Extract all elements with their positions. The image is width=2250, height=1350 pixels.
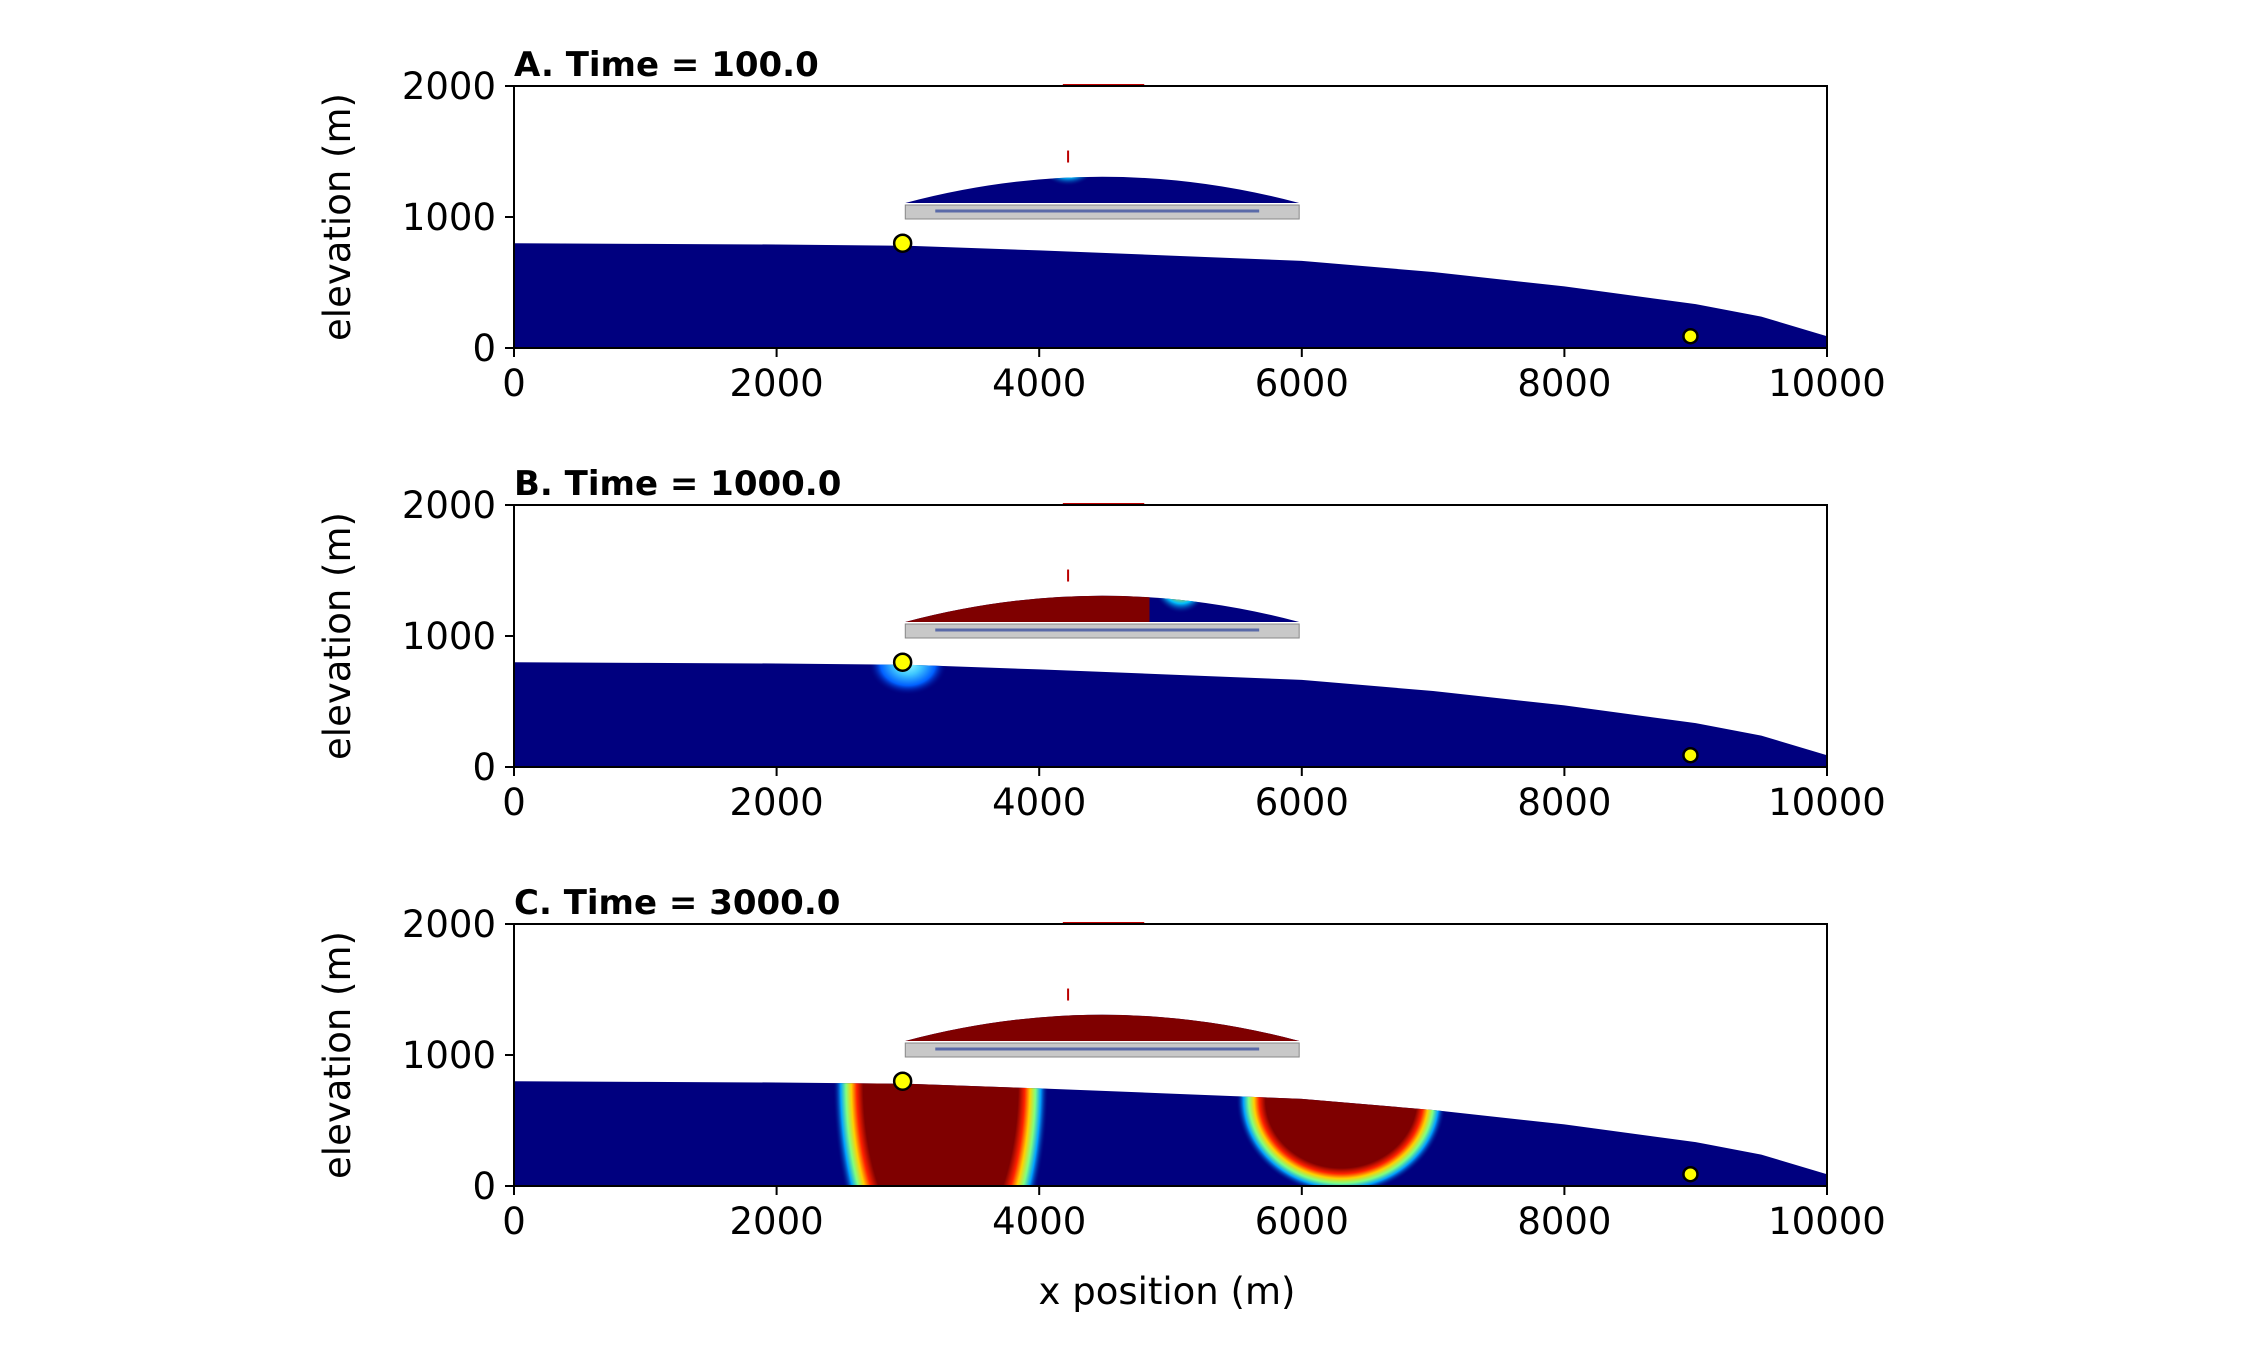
plume-0 bbox=[833, 1081, 1049, 1186]
plume-1 bbox=[1236, 1081, 1447, 1186]
x-tick-label: 8000 bbox=[1517, 781, 1611, 824]
well-marker bbox=[892, 233, 913, 253]
plume-group bbox=[833, 1081, 1447, 1186]
inset bbox=[904, 988, 1300, 1058]
x-tick-label: 0 bbox=[502, 362, 526, 405]
well-marker bbox=[892, 1071, 913, 1091]
x-tick-label: 0 bbox=[502, 781, 526, 824]
x-tick-label: 8000 bbox=[1517, 1200, 1611, 1243]
x-tick-label: 2000 bbox=[730, 362, 824, 405]
panel-title: C. Time = 3000.0 bbox=[514, 883, 840, 923]
well-marker bbox=[892, 652, 913, 672]
y-axis-label: elevation (m) bbox=[316, 931, 359, 1179]
panel-title: A. Time = 100.0 bbox=[514, 45, 819, 85]
y-tick-label: 0 bbox=[472, 1165, 496, 1208]
y-axis-label: elevation (m) bbox=[316, 512, 359, 760]
model-domain bbox=[514, 243, 1827, 348]
x-tick-label: 0 bbox=[502, 1200, 526, 1243]
y-tick-label: 2000 bbox=[402, 484, 496, 527]
y-tick-label: 1000 bbox=[402, 615, 496, 658]
y-tick-label: 2000 bbox=[402, 65, 496, 108]
inset bbox=[904, 569, 1300, 639]
model-domain bbox=[514, 1081, 1827, 1186]
panel-2: 0 2000 4000 6000 8000 10000 0 1000 2000 elevation… bbox=[316, 883, 1886, 1243]
inset-hot-group bbox=[905, 595, 1213, 622]
well-marker bbox=[1682, 746, 1699, 764]
inset bbox=[904, 150, 1300, 220]
well-marker bbox=[1682, 1165, 1699, 1183]
x-tick-label: 10000 bbox=[1768, 781, 1886, 824]
x-tick-label: 10000 bbox=[1768, 1200, 1886, 1243]
inset-body bbox=[905, 176, 1300, 203]
x-tick-label: 10000 bbox=[1768, 362, 1886, 405]
y-axis-label: elevation (m) bbox=[316, 93, 359, 341]
x-tick-label: 2000 bbox=[730, 781, 824, 824]
x-tick-label: 2000 bbox=[730, 1200, 824, 1243]
x-axis-label: x position (m) bbox=[1039, 1270, 1296, 1313]
panel-title: B. Time = 1000.0 bbox=[514, 464, 841, 504]
inset-hot-group bbox=[1034, 176, 1103, 203]
panel-0: 0 2000 4000 6000 8000 10000 0 1000 2000 elevation… bbox=[316, 45, 1886, 405]
model-domain bbox=[514, 662, 1827, 767]
x-tick-label: 6000 bbox=[1255, 1200, 1349, 1243]
x-tick-label: 8000 bbox=[1517, 362, 1611, 405]
x-tick-label: 4000 bbox=[992, 362, 1086, 405]
x-tick-label: 4000 bbox=[992, 1200, 1086, 1243]
y-tick-label: 2000 bbox=[402, 903, 496, 946]
y-tick-label: 0 bbox=[472, 327, 496, 370]
inset-hot bbox=[1034, 176, 1103, 203]
y-tick-label: 1000 bbox=[402, 196, 496, 239]
x-tick-label: 6000 bbox=[1255, 781, 1349, 824]
panel-1: 0 2000 4000 6000 8000 10000 0 1000 2000 elevation… bbox=[316, 464, 1886, 824]
y-tick-label: 1000 bbox=[402, 1034, 496, 1077]
x-tick-label: 4000 bbox=[992, 781, 1086, 824]
well-marker bbox=[1682, 327, 1699, 345]
x-tick-label: 6000 bbox=[1255, 362, 1349, 405]
y-tick-label: 0 bbox=[472, 746, 496, 789]
